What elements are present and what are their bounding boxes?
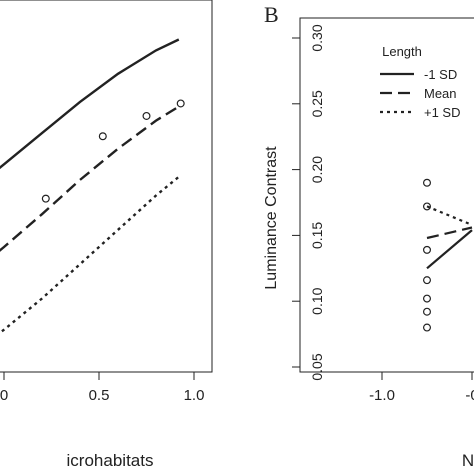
legend-label: -1 SD: [424, 67, 457, 82]
panel-a-series-line-2: [0, 105, 180, 252]
panel-b-data-point: [423, 294, 432, 303]
panel-b-series-line-2: [426, 226, 473, 240]
panel-b-plot-area: [423, 178, 473, 332]
panel-b-series-line-1: [426, 229, 473, 270]
panel-b-x-tick-label: -1.0: [369, 387, 395, 404]
panel-b-data-point: [423, 276, 432, 285]
panel-b: B 0.05 0.10 0.15 0.20 0.25 0.30 -1.0 -0 Lumina…: [263, 2, 474, 470]
panel-b-data-point: [423, 323, 432, 332]
legend-label: Mean: [424, 86, 457, 101]
panel-a-x-tick-label: 1.0: [184, 387, 205, 404]
panel-a-x-axis: 0 0.5 1.0: [0, 372, 204, 404]
panel-b-y-axis-label: Luminance Contrast: [263, 146, 280, 290]
panel-a: 0 0.5 1.0 icrohabitats: [0, 0, 213, 470]
panel-b-data-point: [423, 178, 432, 187]
panel-b-x-tick-label: -0: [465, 387, 474, 404]
panel-a-data-point: [176, 99, 185, 108]
panel-b-y-tick-label: 0.15: [309, 222, 325, 249]
panel-a-x-tick-label: 0.5: [89, 387, 110, 404]
panel-b-axes-frame: [299, 17, 474, 373]
panel-b-data-point: [423, 245, 432, 254]
panel-a-data-point: [98, 132, 107, 141]
legend-entries: -1 SD Mean +1 SD: [380, 67, 461, 120]
panel-b-y-tick-label: 0.30: [309, 24, 325, 51]
panel-b-series-line-3: [426, 205, 473, 226]
panel-b-y-axis: 0.05 0.10 0.15 0.20 0.25 0.30: [292, 24, 325, 381]
panel-a-data-point: [41, 194, 50, 203]
panel-a-axes-frame: [0, 0, 213, 373]
panel-b-label: B: [264, 2, 279, 27]
panel-a-series-line-3: [0, 175, 180, 335]
panel-a-series-line-1: [0, 38, 180, 170]
legend-title: Length: [382, 44, 422, 59]
panel-a-x-tick-label: 0: [0, 387, 8, 404]
panel-b-y-tick-label: 0.20: [309, 156, 325, 183]
panel-b-data-point: [423, 307, 432, 316]
panel-a-data-point: [142, 111, 151, 120]
panel-b-x-axis: -1.0 -0: [369, 372, 474, 404]
legend: Length -1 SD Mean +1 SD: [380, 44, 461, 120]
panel-b-y-tick-label: 0.10: [309, 287, 325, 314]
panel-a-x-axis-label: icrohabitats: [67, 451, 154, 470]
panel-b-y-tick-label: 0.25: [309, 90, 325, 117]
panel-b-y-tick-label: 0.05: [309, 353, 325, 380]
panel-b-x-axis-label: N: [462, 451, 474, 470]
legend-label: +1 SD: [424, 105, 461, 120]
panel-b-data-point: [423, 202, 432, 211]
panel-a-plot-area: [0, 38, 185, 335]
